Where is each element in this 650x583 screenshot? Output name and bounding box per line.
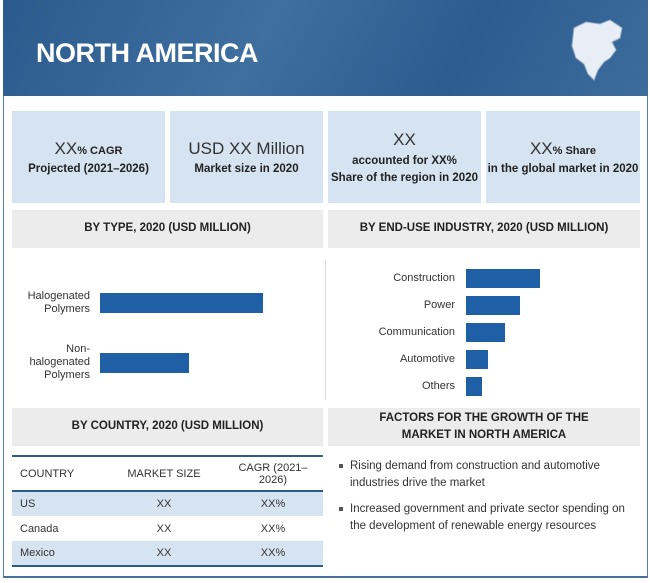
by-type-heading: BY TYPE, 2020 (USD MILLION) xyxy=(12,210,323,248)
category-label: Power xyxy=(423,298,455,311)
by-end-use-heading: BY END-USE INDUSTRY, 2020 (USD MILLION) xyxy=(328,210,640,248)
country-table: COUNTRY MARKET SIZE CAGR (2021–2026) US X… xyxy=(12,455,323,567)
factors-heading: FACTORS FOR THE GROWTH OF THE MARKET IN … xyxy=(328,408,640,446)
category-label: Construction xyxy=(393,271,455,284)
market-size-label: Market size in 2020 xyxy=(194,163,299,176)
by-country-heading: BY COUNTRY, 2020 (USD MILLION) xyxy=(12,408,323,446)
divider xyxy=(325,260,326,400)
cell: Mexico xyxy=(20,547,55,559)
bar xyxy=(466,377,482,396)
global-share-card: XX% Share in the global market in 2020 xyxy=(486,111,640,203)
col-country: COUNTRY xyxy=(20,467,75,480)
table-row: US XX XX% xyxy=(12,491,323,516)
cell: Canada xyxy=(20,522,59,535)
cell: XX% xyxy=(260,498,286,510)
global-share-desc: in the global market in 2020 xyxy=(487,163,639,176)
bar xyxy=(466,296,520,315)
global-share-label: % Share xyxy=(552,144,597,157)
cell: XX xyxy=(156,522,172,535)
cell: XX xyxy=(156,498,172,510)
factor-item: Increased government and private sector … xyxy=(338,501,633,534)
col-market-size: MARKET SIZE xyxy=(127,467,201,480)
region-share-value: XX xyxy=(393,130,416,149)
cagr-card: XX% CAGR Projected (2021–2026) xyxy=(12,111,165,203)
cell: XX% xyxy=(260,522,286,535)
cagr-period: Projected (2021–2026) xyxy=(28,163,149,176)
header-banner: NORTH AMERICA xyxy=(3,0,648,96)
col-cagr: CAGR (2021–2026) xyxy=(238,461,308,486)
category-label: Halogenated Polymers xyxy=(27,290,90,316)
cagr-label: % CAGR xyxy=(77,144,123,157)
global-share-value: XX xyxy=(529,138,553,158)
market-size-value: USD XX Million xyxy=(188,138,305,158)
bar xyxy=(466,323,505,342)
region-share-line2: Share of the region in 2020 xyxy=(331,171,478,184)
category-label: Communication xyxy=(378,325,455,338)
cell: XX xyxy=(156,547,172,559)
category-label: Non-halogenated Polymers xyxy=(29,343,90,382)
region-share-line1: accounted for XX% xyxy=(352,154,457,167)
table-row: Canada XX XX% xyxy=(12,516,323,541)
region-share-card: XX accounted for XX% Share of the region… xyxy=(328,111,481,203)
category-label: Automotive xyxy=(399,352,455,365)
bar xyxy=(466,350,488,369)
bar xyxy=(466,269,540,288)
factors-list: Rising demand from construction and auto… xyxy=(338,458,633,545)
bar xyxy=(100,293,263,313)
table-row: Mexico XX XX% xyxy=(12,541,323,566)
cell: US xyxy=(20,498,36,510)
category-label: Others xyxy=(421,379,455,392)
market-size-card: USD XX Million Market size in 2020 xyxy=(170,111,323,203)
bar xyxy=(100,353,189,373)
factor-item: Rising demand from construction and auto… xyxy=(338,458,633,491)
cell: XX% xyxy=(260,547,286,559)
page-title: NORTH AMERICA xyxy=(36,38,259,68)
north-america-map-icon xyxy=(571,19,623,81)
cagr-value: XX xyxy=(54,138,78,158)
